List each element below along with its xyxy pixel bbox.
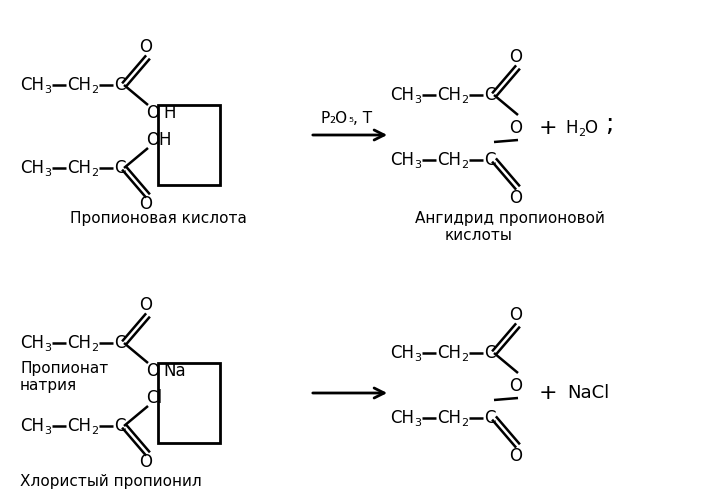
- Text: 3: 3: [44, 85, 51, 95]
- Text: Cl: Cl: [146, 389, 162, 407]
- Text: CH: CH: [437, 344, 461, 362]
- Text: O: O: [510, 189, 522, 207]
- Text: ;: ;: [605, 112, 613, 136]
- Text: CH: CH: [67, 159, 91, 177]
- Text: 3: 3: [44, 426, 51, 436]
- Text: CH: CH: [67, 334, 91, 352]
- Text: CH: CH: [390, 151, 414, 169]
- Text: C: C: [484, 86, 496, 104]
- Text: O: O: [510, 447, 522, 465]
- Text: кислоты: кислоты: [445, 228, 513, 243]
- Text: C: C: [114, 334, 125, 352]
- Text: 3: 3: [44, 343, 51, 353]
- Text: CH: CH: [67, 417, 91, 435]
- Text: O: O: [510, 377, 522, 395]
- Text: O: O: [139, 38, 153, 56]
- Text: O: O: [139, 195, 153, 213]
- Text: CH: CH: [390, 409, 414, 427]
- Text: O: O: [146, 362, 159, 380]
- Text: 3: 3: [414, 418, 421, 428]
- Text: +: +: [538, 118, 557, 138]
- Text: O: O: [510, 119, 522, 137]
- Text: H: H: [163, 104, 175, 122]
- Text: 3: 3: [414, 95, 421, 105]
- Text: CH: CH: [437, 409, 461, 427]
- Text: , T: , T: [353, 111, 372, 125]
- Text: 2: 2: [461, 353, 468, 363]
- Text: OH: OH: [146, 131, 172, 149]
- Text: 2: 2: [578, 128, 585, 138]
- Text: Пропионовая кислота: Пропионовая кислота: [70, 211, 247, 226]
- Text: CH: CH: [67, 76, 91, 94]
- Text: 2: 2: [461, 418, 468, 428]
- Text: натрия: натрия: [20, 377, 77, 392]
- Text: 3: 3: [414, 160, 421, 170]
- Text: CH: CH: [20, 159, 44, 177]
- Text: CH: CH: [390, 344, 414, 362]
- Text: 2: 2: [91, 426, 98, 436]
- Text: Хлористый пропионил: Хлористый пропионил: [20, 474, 202, 489]
- Text: C: C: [114, 159, 125, 177]
- Text: O: O: [584, 119, 597, 137]
- Text: CH: CH: [20, 76, 44, 94]
- Text: C: C: [484, 344, 496, 362]
- Text: ₅: ₅: [348, 112, 353, 124]
- Text: O: O: [510, 306, 522, 324]
- Text: Ангидрид пропионовой: Ангидрид пропионовой: [415, 211, 605, 226]
- Text: 2: 2: [91, 85, 98, 95]
- Text: C: C: [114, 76, 125, 94]
- Text: H: H: [565, 119, 578, 137]
- Text: CH: CH: [390, 86, 414, 104]
- Text: C: C: [114, 417, 125, 435]
- Text: CH: CH: [437, 151, 461, 169]
- Text: C: C: [484, 151, 496, 169]
- Text: O: O: [146, 104, 159, 122]
- Text: CH: CH: [20, 417, 44, 435]
- Text: Na: Na: [163, 362, 186, 380]
- Text: O: O: [139, 453, 153, 471]
- Text: NaCl: NaCl: [567, 384, 609, 402]
- Text: O: O: [510, 48, 522, 66]
- Text: 2: 2: [461, 160, 468, 170]
- Bar: [158, 105, 220, 185]
- Text: +: +: [538, 383, 557, 403]
- Text: O: O: [139, 296, 153, 314]
- Text: C: C: [484, 409, 496, 427]
- Text: ₂O: ₂O: [329, 111, 347, 125]
- Text: P: P: [320, 111, 329, 125]
- Text: 2: 2: [91, 168, 98, 178]
- Text: CH: CH: [20, 334, 44, 352]
- Text: 2: 2: [461, 95, 468, 105]
- Text: 2: 2: [91, 343, 98, 353]
- Bar: [158, 363, 220, 443]
- Text: 3: 3: [44, 168, 51, 178]
- Text: CH: CH: [437, 86, 461, 104]
- Text: Пропионат: Пропионат: [20, 361, 108, 375]
- Text: 3: 3: [414, 353, 421, 363]
